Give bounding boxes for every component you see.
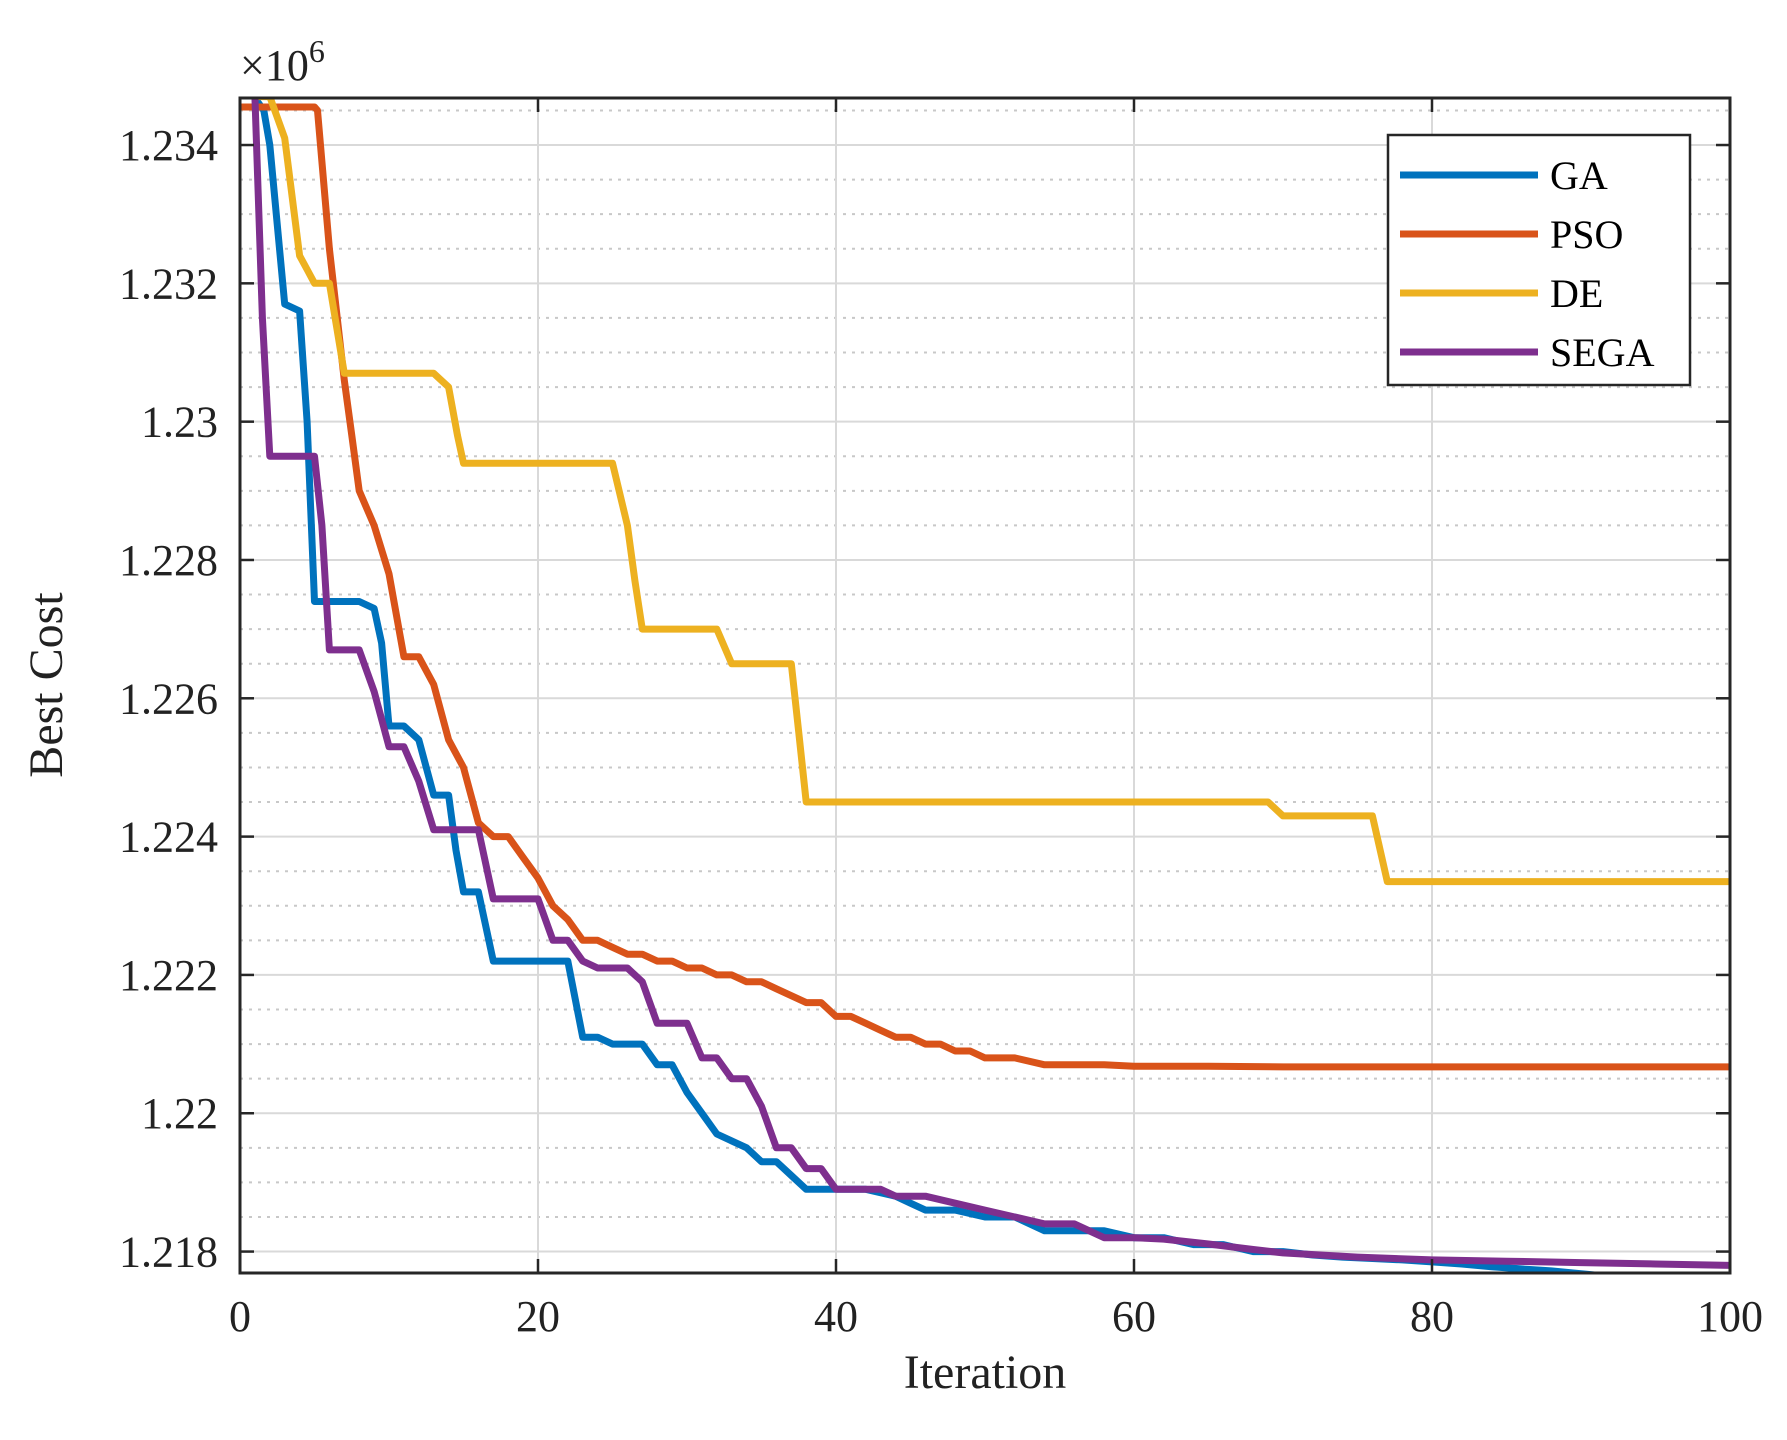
- exponent-label: ×106: [240, 33, 325, 90]
- x-tick-label: 100: [1697, 1292, 1763, 1341]
- y-axis-label: Best Cost: [20, 592, 73, 778]
- y-tick-label: 1.232: [119, 259, 218, 308]
- plot-area-frame: [238, 96, 1732, 1275]
- x-tick-label: 0: [229, 1292, 251, 1341]
- y-tick-label: 1.22: [141, 1089, 218, 1138]
- x-tick-label: 20: [516, 1292, 560, 1341]
- legend: GA PSO DE SEGA: [1386, 133, 1692, 387]
- y-tick-label: 1.224: [119, 813, 218, 862]
- series-line-pso: [240, 103, 1730, 1071]
- y-tick-label: 1.222: [119, 951, 218, 1000]
- y-tick-label: 1.228: [119, 536, 218, 585]
- x-tick-label: 40: [814, 1292, 858, 1341]
- series-lines: [240, 98, 1730, 1273]
- legend-label-pso: PSO: [1550, 212, 1623, 257]
- x-axis-label: Iteration: [904, 1346, 1067, 1399]
- x-tick-label: 80: [1410, 1292, 1454, 1341]
- x-tick-labels: 0 20 40 60 80 100: [229, 1292, 1763, 1341]
- legend-box: [1386, 133, 1692, 387]
- legend-label-sega: SEGA: [1550, 330, 1655, 375]
- legend-label-ga: GA: [1550, 153, 1608, 198]
- axis-ticks: [238, 98, 1732, 1273]
- y-tick-label: 1.23: [141, 398, 218, 447]
- series-line-sega: [251, 98, 1730, 1269]
- y-tick-label: 1.226: [119, 674, 218, 723]
- y-tick-label: 1.218: [119, 1228, 218, 1277]
- y-tick-labels: 1.218 1.22 1.222 1.224 1.226 1.228 1.23 1.232 1.…: [119, 121, 218, 1277]
- legend-label-de: DE: [1550, 271, 1603, 316]
- series-line-de: [251, 98, 1730, 886]
- x-tick-label: 60: [1112, 1292, 1156, 1341]
- legend-items: GA PSO DE SEGA: [1400, 153, 1655, 375]
- y-tick-label: 1.234: [119, 121, 218, 170]
